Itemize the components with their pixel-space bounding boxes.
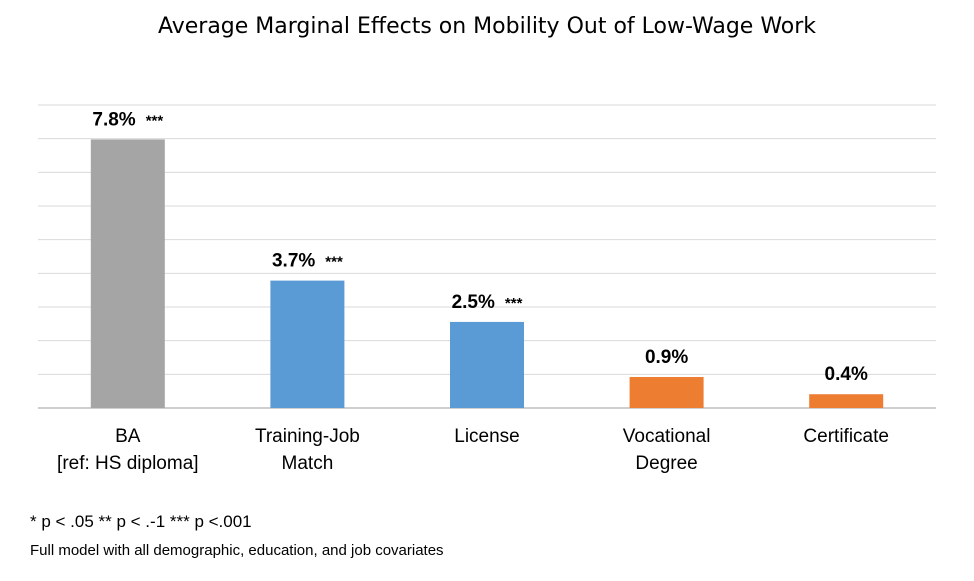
value-label: 0.9%	[645, 347, 688, 368]
value-label: 3.7% ***	[272, 251, 343, 272]
category-label: License	[454, 426, 520, 447]
category-label: Training-Job	[255, 426, 360, 447]
model-note: Full model with all demographic, educati…	[30, 542, 444, 559]
value-label: 7.8% ***	[92, 109, 163, 130]
bar	[90, 139, 165, 408]
x-axis-labels: BA [ref: HS diploma] Training-Job Match Lice…	[57, 426, 889, 474]
bar	[270, 280, 345, 408]
category-label: BA	[115, 426, 141, 447]
significance-note: * p < .05 ** p < .-1 *** p <.001	[30, 512, 252, 531]
value-label: 0.4%	[825, 364, 868, 385]
significance-stars: ***	[505, 295, 523, 312]
bar	[809, 394, 884, 408]
bar	[450, 321, 524, 408]
category-label: Certificate	[803, 426, 889, 447]
chart-title: Average Marginal Effects on Mobility Out…	[157, 14, 817, 39]
category-label: Degree	[635, 453, 697, 474]
value-labels: 7.8% *** 3.7% *** 2.5% *** 0.9% 0.4%	[92, 109, 868, 385]
bar	[629, 377, 704, 408]
category-label: Vocational	[623, 426, 711, 447]
category-label: [ref: HS diploma]	[57, 453, 199, 474]
significance-stars: ***	[325, 254, 343, 271]
category-label: Match	[282, 453, 334, 474]
bar-chart: 7.8% *** 3.7% *** 2.5% *** 0.9% 0.4% BA [ref: HS…	[38, 104, 936, 474]
value-label: 2.5% ***	[452, 292, 523, 313]
bars	[90, 139, 884, 408]
significance-stars: ***	[146, 112, 164, 129]
